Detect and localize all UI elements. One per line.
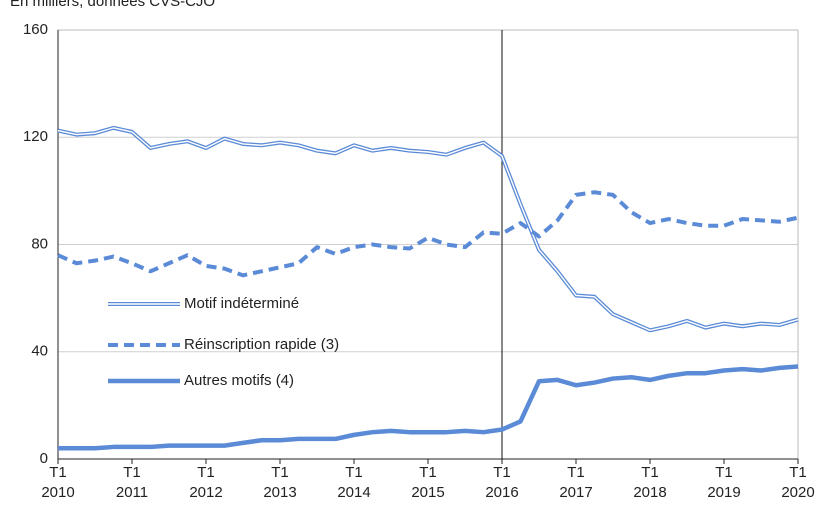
x-tick-prefix: T1	[567, 464, 585, 481]
x-tick-label: 2016	[485, 484, 518, 501]
x-tick-prefix: T1	[49, 464, 67, 481]
y-tick-label: 80	[31, 235, 48, 252]
x-tick-label: 2018	[633, 484, 666, 501]
x-tick-prefix: T1	[197, 464, 215, 481]
x-tick-prefix: T1	[345, 464, 363, 481]
x-tick-label: 2015	[411, 484, 444, 501]
y-tick-label: 120	[23, 128, 48, 145]
y-tick-label: 40	[31, 343, 48, 360]
legend-label: Motif indéterminé	[184, 295, 299, 312]
y-tick-label: 0	[40, 450, 48, 467]
x-tick-prefix: T1	[123, 464, 141, 481]
legend-label: Réinscription rapide (3)	[184, 336, 339, 353]
x-tick-label: 2014	[337, 484, 370, 501]
x-tick-label: 2010	[41, 484, 74, 501]
series-line-inner	[57, 127, 799, 331]
x-tick-prefix: T1	[493, 464, 511, 481]
x-tick-label: 2012	[189, 484, 222, 501]
chart-subtitle: En milliers, données CVS-CJO	[10, 0, 215, 10]
x-tick-label: 2020	[781, 484, 814, 501]
x-tick-label: 2019	[707, 484, 740, 501]
x-tick-label: 2017	[559, 484, 592, 501]
x-tick-prefix: T1	[271, 464, 289, 481]
series-line	[57, 190, 799, 278]
x-tick-prefix: T1	[419, 464, 437, 481]
x-tick-label: 2011	[116, 484, 148, 501]
y-tick-label: 160	[23, 21, 48, 38]
x-tick-prefix: T1	[715, 464, 733, 481]
x-tick-prefix: T1	[641, 464, 659, 481]
series-line	[57, 125, 799, 333]
x-tick-label: 2013	[263, 484, 296, 501]
legend-label: Autres motifs (4)	[184, 372, 294, 389]
series-line	[58, 364, 799, 451]
x-tick-prefix: T1	[789, 464, 807, 481]
